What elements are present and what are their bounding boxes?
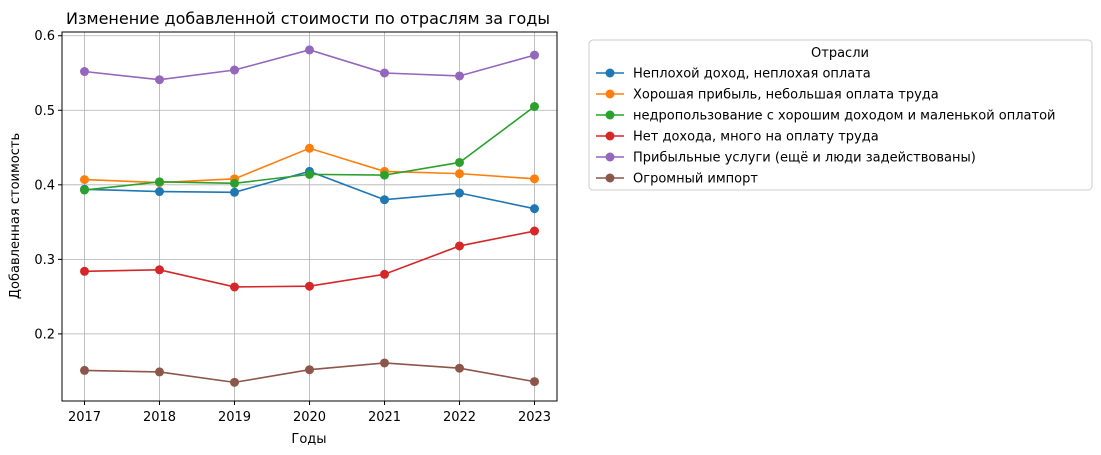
- series-6: [80, 358, 539, 387]
- series-layer: [80, 45, 539, 387]
- legend-swatch-marker: [605, 131, 615, 141]
- y-tick-label: 0.3: [34, 253, 55, 268]
- data-point: [230, 377, 239, 387]
- x-tick-label: 2020: [293, 410, 326, 425]
- data-point: [530, 50, 539, 60]
- data-point: [80, 175, 89, 185]
- x-axis-label: Годы: [291, 432, 326, 447]
- data-point: [455, 363, 464, 373]
- legend-label: недропользование с хорошим доходом и мал…: [633, 109, 1056, 124]
- legend-swatch-marker: [605, 173, 615, 183]
- y-tick-label: 0.2: [34, 327, 55, 342]
- legend: Отрасли Неплохой доход, неплохая оплата Х…: [588, 39, 1093, 191]
- series-5: [80, 45, 539, 85]
- data-point: [380, 170, 389, 180]
- legend-item: Нет дохода, много на оплату труда: [596, 130, 879, 145]
- data-point: [155, 177, 164, 187]
- data-point: [80, 185, 89, 195]
- grid: [62, 32, 557, 401]
- x-tick-label: 2019: [218, 410, 251, 425]
- data-point: [155, 367, 164, 377]
- data-point: [455, 169, 464, 179]
- y-axis-label: Добавленная стоимость: [8, 133, 23, 299]
- legend-item: Прибыльные услуги (ещё и люди задействов…: [596, 151, 976, 166]
- data-point: [230, 178, 239, 188]
- data-point: [530, 174, 539, 184]
- x-axis: 2017 2018 2019 2020 2021 2022 2023: [68, 401, 551, 425]
- data-point: [530, 102, 539, 112]
- legend-item: Хорошая прибыль, небольшая оплата труда: [596, 88, 939, 103]
- data-point: [305, 143, 314, 153]
- data-point: [380, 68, 389, 78]
- legend-label: Неплохой доход, неплохая оплата: [633, 67, 871, 82]
- data-point: [155, 265, 164, 275]
- legend-item: недропользование с хорошим доходом и мал…: [596, 109, 1056, 124]
- data-point: [380, 269, 389, 279]
- legend-swatch-marker: [605, 68, 615, 78]
- legend-frame: [588, 39, 1093, 191]
- data-point: [230, 187, 239, 197]
- y-tick-label: 0.4: [34, 178, 55, 193]
- data-point: [455, 241, 464, 251]
- legend-item: Неплохой доход, неплохая оплата: [596, 67, 871, 82]
- data-point: [530, 204, 539, 214]
- data-point: [155, 75, 164, 85]
- x-tick-label: 2018: [143, 410, 176, 425]
- y-tick-label: 0.6: [34, 29, 55, 44]
- legend-label: Нет дохода, много на оплату труда: [633, 130, 879, 145]
- y-tick-label: 0.5: [34, 104, 55, 119]
- data-point: [305, 45, 314, 55]
- data-point: [305, 169, 314, 179]
- legend-swatch-marker: [605, 152, 615, 162]
- x-tick-label: 2023: [518, 410, 551, 425]
- data-point: [305, 281, 314, 291]
- legend-label: Хорошая прибыль, небольшая оплата труда: [633, 88, 939, 103]
- data-point: [230, 65, 239, 75]
- x-tick-label: 2021: [368, 410, 401, 425]
- legend-swatch-marker: [605, 110, 615, 120]
- data-point: [155, 187, 164, 197]
- data-point: [80, 266, 89, 276]
- legend-swatch-marker: [605, 89, 615, 99]
- legend-label: Прибыльные услуги (ещё и люди задействов…: [633, 151, 976, 166]
- series-4: [80, 226, 539, 292]
- data-point: [455, 157, 464, 167]
- legend-title: Отрасли: [811, 46, 869, 61]
- legend-items: Неплохой доход, неплохая оплата Хорошая п…: [596, 67, 1056, 187]
- series-3: [80, 102, 539, 195]
- data-point: [455, 188, 464, 198]
- data-point: [380, 358, 389, 368]
- y-axis: 0.2 0.3 0.4 0.5 0.6: [34, 29, 62, 342]
- x-tick-label: 2022: [443, 410, 476, 425]
- x-tick-label: 2017: [68, 410, 101, 425]
- legend-item: Огромный импорт: [596, 172, 758, 187]
- data-point: [80, 365, 89, 375]
- data-point: [305, 365, 314, 375]
- data-point: [380, 195, 389, 205]
- legend-label: Огромный импорт: [633, 172, 758, 187]
- chart-title: Изменение добавленной стоимости по отрас…: [66, 9, 550, 28]
- data-point: [230, 282, 239, 292]
- data-point: [455, 71, 464, 81]
- data-point: [530, 377, 539, 387]
- data-point: [530, 226, 539, 236]
- data-point: [80, 67, 89, 77]
